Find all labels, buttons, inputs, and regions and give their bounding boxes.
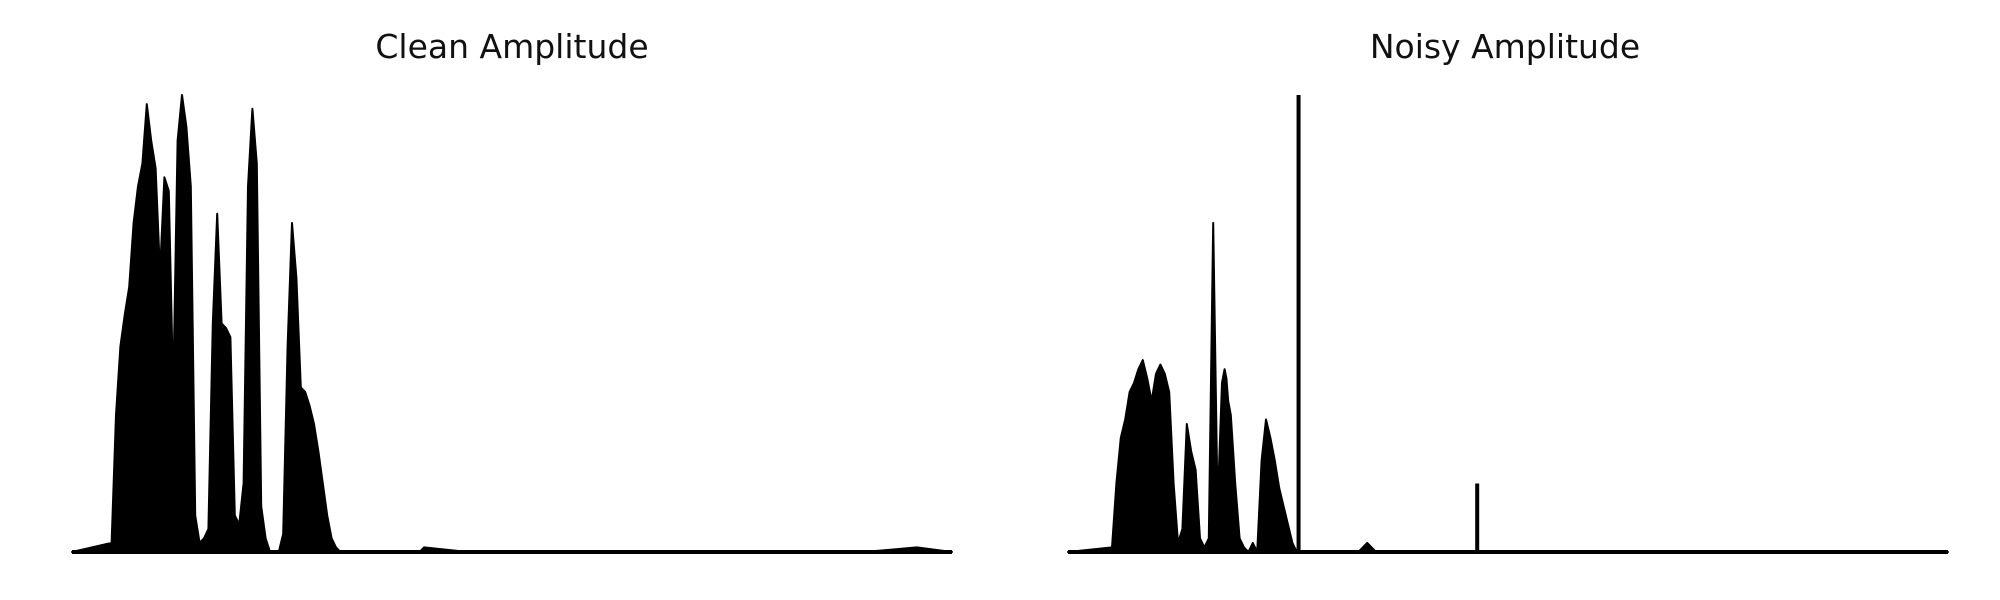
- clean-amplitude-panel: Clean Amplitude: [71, 27, 953, 554]
- noisy-amplitude-series-area: [1067, 222, 1949, 553]
- noisy-amplitude-plot: [1067, 95, 1949, 554]
- clean-amplitude-series-area: [71, 94, 953, 553]
- clean-amplitude-title: Clean Amplitude: [375, 27, 648, 66]
- noisy-amplitude-title: Noisy Amplitude: [1370, 27, 1640, 66]
- noisy-amplitude-panel: Noisy Amplitude: [1067, 27, 1949, 554]
- clean-amplitude-plot: [71, 94, 953, 554]
